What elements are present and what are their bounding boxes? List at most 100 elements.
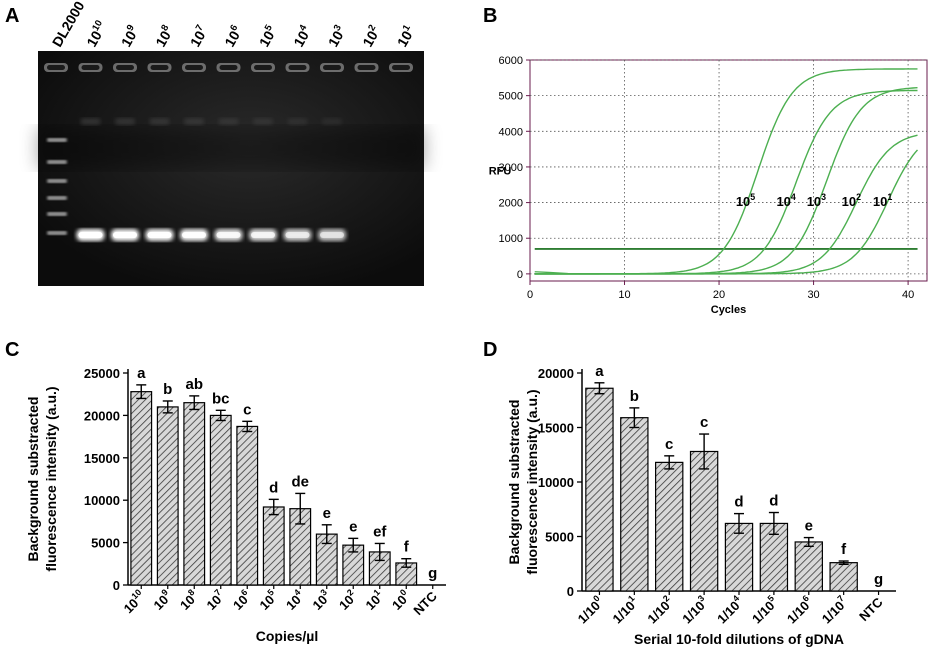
lane-label-text-base: DL2000	[49, 0, 88, 50]
significance-letter: de	[291, 473, 309, 490]
lane-label-text: 108	[151, 23, 176, 50]
curve-label: 105	[736, 192, 755, 209]
x-tick-label-group: 105	[257, 587, 278, 613]
ladder-band	[47, 138, 67, 142]
x-tick-label: 104	[282, 587, 308, 613]
lane-label-text-exponent: 4	[297, 22, 310, 33]
significance-letter: d	[269, 479, 278, 496]
x-tick-label-exponent: 1	[626, 593, 637, 604]
y-tick-label: 0	[567, 584, 574, 599]
gel-lane-label: 102	[359, 23, 381, 50]
bar	[209, 414, 232, 586]
x-tick-label-group: 1/103	[679, 593, 708, 626]
bar	[794, 541, 823, 592]
gel-faint-band	[287, 118, 308, 125]
x-tick-label-group: 101	[363, 587, 384, 613]
x-tick-label: 1/101	[608, 593, 641, 626]
x-tick-label-base: NTC	[856, 594, 886, 624]
gel-band-core	[78, 232, 103, 238]
significance-letter: bc	[212, 390, 230, 407]
lane-label-text-exponent: 5	[263, 22, 276, 33]
y-axis-title: fluorescence intensity (a.u.)	[524, 389, 540, 574]
lane-label-text: 107	[186, 23, 211, 50]
curve-label-base: 10	[842, 194, 856, 209]
gel-faint-band	[184, 118, 204, 125]
gel-well-inner	[150, 65, 169, 70]
y-axis-title: fluorescence intensity (a.u.)	[43, 386, 59, 571]
lane-label-text: 103	[324, 23, 349, 50]
x-tick-label-group: NTC	[856, 594, 886, 624]
significance-letter: c	[665, 436, 673, 453]
significance-letter: e	[805, 518, 813, 535]
y-axis-title: RFU	[489, 166, 512, 178]
gel-lane-label: 108	[151, 23, 176, 50]
x-tick-label-exponent: 8	[186, 587, 197, 598]
significance-letter: ef	[373, 523, 387, 540]
y-tick-label: 0	[113, 578, 120, 593]
x-tick-label-group: 1/107	[819, 593, 848, 626]
bar	[130, 391, 153, 586]
gel-lane-label: 106	[221, 23, 243, 50]
gel-lane-label: 105	[255, 22, 281, 49]
bar	[655, 461, 684, 592]
lane-label-text-base: 10	[256, 28, 278, 50]
y-tick-label: 5000	[499, 91, 523, 103]
y-tick-label: 25000	[84, 366, 120, 381]
x-tick-label: 10	[618, 289, 630, 301]
x-tick-label-exponent: 5	[766, 593, 777, 604]
gel-lane-label: 109	[118, 23, 140, 50]
lane-label-text: DL2000	[49, 0, 88, 50]
gel-faint-band	[80, 118, 101, 125]
lane-label-text-base: 10	[394, 28, 416, 50]
bar	[183, 402, 206, 586]
x-tick-label-exponent: 6	[239, 587, 250, 598]
curve-label-exponent: 1	[887, 192, 892, 202]
x-tick-label-exponent: 7	[835, 593, 846, 604]
gel-dark-band	[38, 128, 424, 168]
x-tick-label-group: 103	[310, 587, 331, 613]
y-tick-label: 6000	[499, 55, 523, 67]
significance-letter: d	[769, 493, 778, 510]
curve-label-exponent: 5	[750, 192, 755, 202]
x-tick-label-exponent: 3	[696, 593, 707, 604]
x-tick-label-group: 1010	[121, 587, 144, 616]
gel-lane-label: DL2000	[49, 0, 88, 50]
lane-label-text-base: 10	[221, 28, 243, 50]
gel-band-core	[285, 232, 310, 238]
x-tick-label: 0	[527, 289, 533, 301]
lane-label-text: 105	[255, 22, 281, 49]
significance-letter: c	[700, 414, 708, 431]
lane-label-text-exponent: 9	[125, 23, 137, 33]
gel-faint-band	[218, 118, 239, 125]
gel-well-inner	[219, 65, 238, 70]
bar	[620, 417, 649, 592]
gel-well-inner	[81, 65, 100, 70]
y-tick-label: 20000	[84, 408, 120, 423]
lane-label-text-exponent: 1	[401, 22, 414, 33]
gel-band-core	[147, 232, 172, 238]
significance-letter: b	[630, 388, 639, 405]
y-axis-title: Background substracted	[25, 397, 41, 562]
gel-image	[38, 51, 424, 286]
panel-label-a: A	[5, 5, 19, 27]
x-tick-label: 40	[902, 289, 914, 301]
lane-label-text-exponent: 8	[159, 23, 171, 33]
lane-label-text: 101	[393, 22, 419, 49]
x-tick-label: 106	[229, 587, 255, 613]
lane-label-text-base: 10	[83, 28, 105, 50]
x-tick-label-group: 107	[204, 587, 225, 613]
gel-faint-band	[115, 118, 135, 125]
curve-label-base: 10	[807, 194, 821, 209]
x-tick-label: 1/102	[643, 593, 676, 626]
x-tick-label: NTC	[856, 594, 886, 624]
x-tick-label: 20	[713, 289, 725, 301]
amplification-curve	[534, 149, 919, 275]
x-tick-label-exponent: 2	[661, 593, 672, 604]
bar	[236, 425, 259, 586]
curve-label-base: 10	[873, 194, 887, 209]
lane-label-text-exponent: 3	[332, 23, 344, 33]
gel-faint-band	[322, 118, 342, 125]
x-tick-label: 1/105	[748, 593, 781, 626]
